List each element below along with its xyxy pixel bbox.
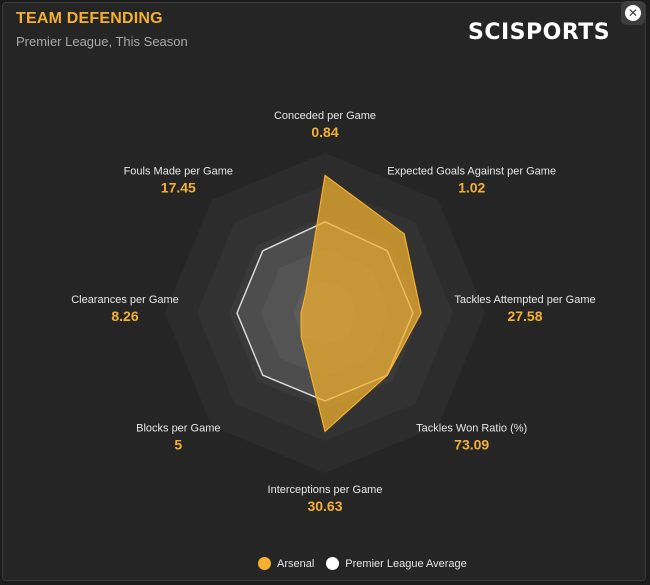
axis-value-4: 30.63 — [307, 498, 342, 514]
axis-value-3: 73.09 — [454, 437, 489, 453]
chart-title: TEAM DEFENDING — [16, 10, 163, 27]
axis-label-3: Tackles Won Ratio (%) — [416, 423, 527, 435]
close-icon: ✕ — [625, 5, 641, 21]
axis-label-0: Conceded per Game — [274, 110, 376, 122]
axis-label-5: Blocks per Game — [136, 423, 220, 435]
legend-item-arsenal: Arsenal — [258, 557, 314, 570]
legend-label-average: Premier League Average — [345, 557, 467, 570]
series-polygon-arsenal — [300, 174, 422, 433]
axis-value-7: 17.45 — [161, 179, 196, 195]
axis-value-2: 27.58 — [507, 308, 542, 324]
chart-subtitle: Premier League, This Season — [16, 34, 188, 49]
close-button[interactable]: ✕ — [621, 1, 645, 25]
scisports-logo: SCISPORTS — [468, 20, 611, 45]
legend-item-average: Premier League Average — [326, 557, 467, 570]
radar-series — [236, 174, 422, 433]
axis-value-0: 0.84 — [311, 124, 338, 140]
axis-label-1: Expected Goals Against per Game — [387, 165, 556, 177]
axis-label-4: Interceptions per Game — [268, 484, 383, 496]
axis-label-2: Tackles Attempted per Game — [454, 294, 595, 306]
legend-label-arsenal: Arsenal — [277, 557, 315, 570]
legend-swatch-arsenal — [258, 557, 271, 570]
legend-swatch-average — [326, 557, 340, 570]
axis-label-6: Clearances per Game — [71, 294, 179, 306]
axis-label-7: Fouls Made per Game — [124, 165, 233, 177]
axis-value-6: 8.26 — [111, 308, 138, 324]
legend: Arsenal Premier League Average — [258, 557, 479, 570]
axis-value-1: 1.02 — [458, 179, 485, 195]
radar-axis-labels: Conceded per Game 0.84 Expected Goals Agai… — [71, 110, 595, 514]
axis-value-5: 5 — [174, 437, 182, 453]
